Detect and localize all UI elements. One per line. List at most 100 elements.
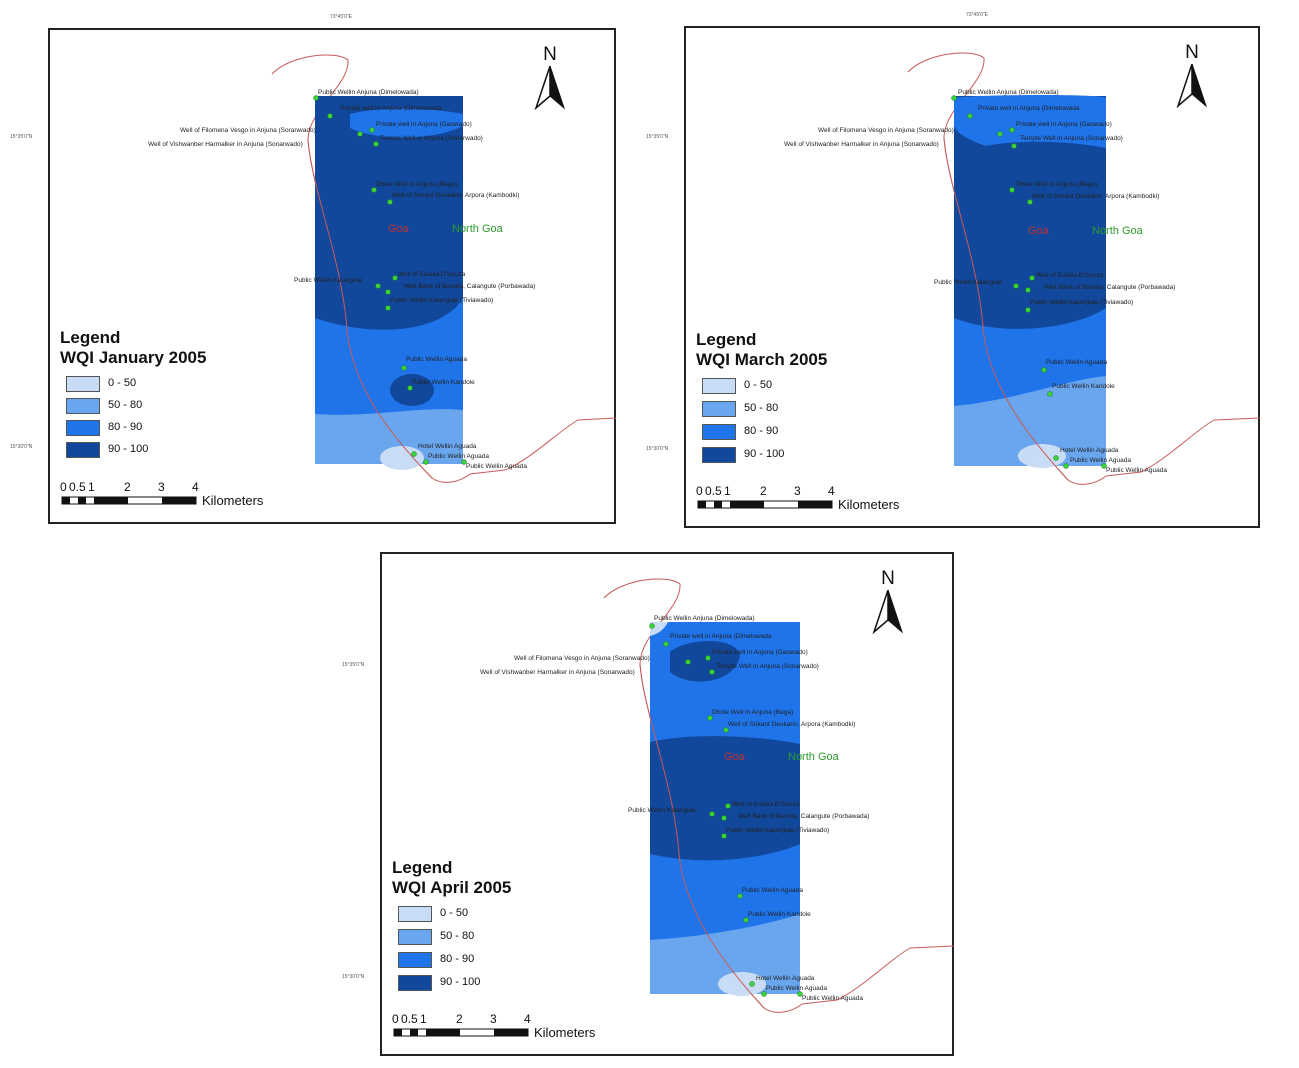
station-label: Temple Well in Anjuna (Sonarwado) [380, 135, 483, 142]
station-label: Well of Eulalia D'Souza [1036, 272, 1104, 279]
north-label: N [1185, 42, 1199, 63]
station-label: Well of Eulalia D'Souza [732, 801, 800, 808]
scale-units: Kilometers [202, 493, 264, 508]
coast-on-grid [639, 663, 765, 1009]
legend-row: 0 - 50 [398, 906, 518, 924]
station-label: Public Wellin Kalangute [628, 807, 697, 814]
station-label: Public Wellin Aguada [1070, 457, 1131, 464]
legend: Legend WQI April 2005 0 - 50 50 - 80 80 … [392, 858, 562, 998]
wqi-zone-90-100 [954, 96, 1106, 329]
north-arrow-icon [534, 66, 566, 110]
legend-heading: Legend [60, 328, 121, 347]
scale-tick-label: 4 [828, 484, 835, 498]
station-points [313, 95, 467, 465]
scale-bar: 0 0.5 1 2 3 4 Kilometers [60, 480, 280, 514]
coord-label-left-upper: 15°35'0"N [646, 134, 669, 140]
station-label: Private well in Anjuna (Gaowado) [712, 649, 808, 656]
station-label: Public Wellin Kalangute [294, 277, 363, 284]
station-label: Hotel Wellin Aguada [756, 975, 815, 982]
scale-tick-label: 1 [88, 480, 95, 494]
station-label: Public Wellin Kalangute [934, 279, 1003, 286]
station-label: Public Wellin Aguada [1106, 467, 1167, 474]
station-label: Public Wellin Kalangute (Tiviawado) [390, 297, 493, 304]
scale-tick-label: 1 [420, 1012, 427, 1026]
legend-label: 50 - 80 [108, 399, 143, 411]
legend-label: 0 - 50 [744, 379, 773, 391]
legend-label: 80 - 90 [744, 425, 779, 437]
scale-tick-label: 2 [456, 1012, 463, 1026]
legend-row: 90 - 100 [398, 975, 518, 993]
legend-row: 50 - 80 [398, 929, 518, 947]
legend-swatch [398, 975, 432, 991]
station-label: Public Wellin Kandole [1052, 383, 1115, 390]
legend-swatch [702, 401, 736, 417]
station-label: Public Wellin Kandole [412, 379, 475, 386]
legend-label: 80 - 90 [108, 421, 143, 433]
station-label: Well of Srikant Deukarin, Arpora (Kambod… [728, 721, 855, 728]
scale-tick-label: 4 [192, 480, 199, 494]
scale-tick-label: 0 [696, 484, 703, 498]
station-label: Public Wellin Aguada [766, 985, 827, 992]
map-panel-april: Public Wellin Anjuna (Dimelowada) Privat… [342, 552, 955, 1056]
legend-swatch [66, 398, 100, 414]
scale-tick-label: 3 [490, 1012, 497, 1026]
legend-row: 0 - 50 [702, 378, 822, 396]
station-label: Private well in Anjuna (Gaowado) [1016, 121, 1112, 128]
station-label: Well of Filomena Vesgo in Anjuna (Soranw… [514, 655, 650, 662]
station-label: Public Wellin Kalangute (Tiviawado) [726, 827, 829, 834]
north-label: N [543, 44, 557, 65]
legend-label: 90 - 100 [108, 443, 149, 455]
coast-on-grid [943, 137, 1069, 481]
station-label: Public Wellin Aguada [406, 356, 467, 363]
map-canvas-january: Public Wellin Anjuna (Dimelowada) Privat… [148, 54, 617, 483]
scale-bar: 0 0.5 1 2 3 4 Kilometers [392, 1012, 612, 1046]
legend-swatch [398, 929, 432, 945]
wqi-zone-0-50 [718, 972, 766, 996]
station-label: Private well in Anjuna (Dimelowada [670, 633, 772, 640]
station-labels: Public Wellin Anjuna (Dimelowada) Privat… [480, 615, 869, 1002]
legend-label: 80 - 90 [440, 953, 475, 965]
station-label: Public Wellin Aguada [466, 463, 527, 470]
coord-label-top: 73°45'0"E [330, 14, 352, 20]
station-label: Public Wellin Kandole [748, 911, 811, 918]
station-label: Well of Srikant Deukarin, Arpora (Kambod… [1032, 193, 1159, 200]
station-label: Hotel Wellin Aguada [418, 443, 477, 450]
legend-title: WQI April 2005 [392, 878, 512, 897]
map-panel-march: Public Wellin Anjuna (Dimelowada) Privat… [646, 12, 1261, 528]
station-label: Temple Well in Anjuna (Sonarwado) [716, 663, 819, 670]
station-label: Private well in Anjuna (Dimelowada [340, 105, 442, 112]
legend-swatch [702, 447, 736, 463]
legend-swatch [398, 952, 432, 968]
station-label: Well of Vishwanber Harmalker in Anjuna (… [480, 669, 635, 676]
legend-title: WQI January 2005 [60, 348, 207, 367]
station-label: Dhole Well in Anjuna (Baga) [1016, 181, 1097, 188]
legend-swatch [66, 442, 100, 458]
north-arrow: N [1174, 42, 1210, 108]
scale-tick-label: 3 [158, 480, 165, 494]
station-label: Public Wellin Kalangute (Tiviawado) [1030, 299, 1133, 306]
scale-tick-label: 2 [760, 484, 767, 498]
scale-bar-graphic [393, 1028, 529, 1037]
scale-tick-label: 0.5 [705, 484, 722, 498]
north-label: N [881, 568, 895, 589]
legend-row: 0 - 50 [66, 376, 186, 394]
wqi-zone-90-100-patch [390, 374, 434, 406]
station-label: Well Bank of Baroda, Calangute (Porbawad… [1044, 284, 1175, 291]
coord-label-left-upper: 15°35'0"N [10, 134, 33, 140]
scale-tick-label: 4 [524, 1012, 531, 1026]
station-label: Public Wellin Aguada [428, 453, 489, 460]
station-label: Private well in Anjuna (Gaowado) [376, 121, 472, 128]
legend-row: 90 - 100 [66, 442, 186, 460]
station-points [951, 95, 1107, 469]
scale-tick-label: 1 [724, 484, 731, 498]
station-label: Hotel Wellin Aguada [1060, 447, 1119, 454]
legend-label: 0 - 50 [440, 907, 469, 919]
legend-label: 90 - 100 [744, 448, 785, 460]
coord-label-left-lower: 15°30'0"N [342, 974, 365, 980]
station-label: Public Wellin Anjuna (Dimelowada) [958, 89, 1059, 96]
station-label: Well Bank of Baroda, Calangute (Porbawad… [404, 283, 535, 290]
legend-row: 90 - 100 [702, 447, 822, 465]
station-label: Private well in Anjuna (Dimelowada [978, 105, 1080, 112]
wqi-zone-90-100 [315, 96, 463, 330]
wqi-zone-90-100-north [670, 640, 740, 682]
